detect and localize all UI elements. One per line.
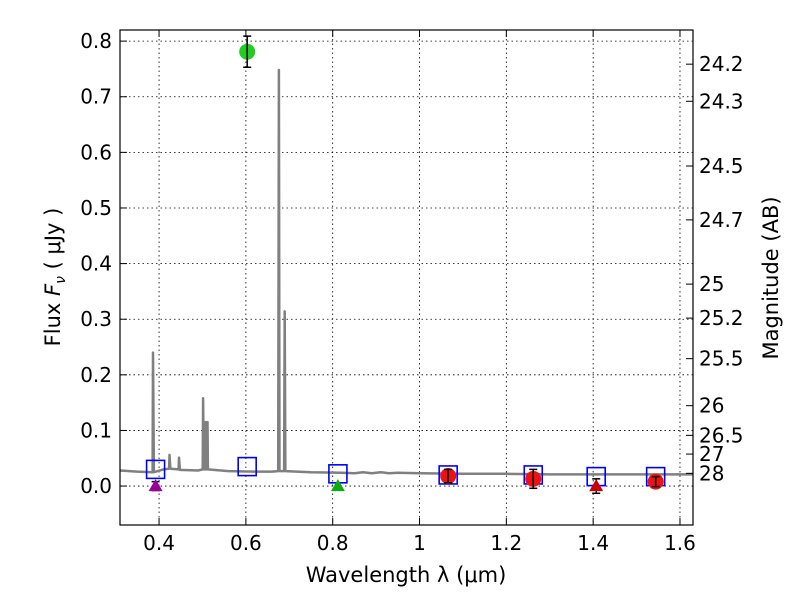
observed-points [148, 35, 664, 495]
model-spectrum [119, 68, 693, 476]
y-tick-label: 0.7 [80, 85, 112, 109]
y-tick-label: 0.8 [80, 29, 112, 53]
mag-tick-label: 27 [699, 442, 724, 466]
model-spectrum-line [119, 68, 693, 476]
x-tick-label: 1.6 [664, 531, 696, 555]
mag-tick-label: 24.3 [699, 89, 744, 113]
x-tick-label: 0.6 [230, 531, 262, 555]
y-tick-label: 0.2 [80, 363, 112, 387]
upper-limit-triangle [330, 479, 345, 492]
y-tick-label: 0.0 [80, 474, 112, 498]
y-tick-label: 0.3 [80, 307, 112, 331]
upper-limit-triangle [589, 479, 604, 492]
y-tick-label: 0.4 [80, 252, 112, 276]
mag-tick-label: 25 [699, 272, 724, 296]
upper-limit-triangle [148, 479, 163, 492]
mag-tick-label: 25.5 [699, 347, 744, 371]
y-tick-label: 0.6 [80, 140, 112, 164]
tick-labels: 0.4 0.6 0.8 1 1.2 1.4 1.6 0.0 0.1 0.2 0.3 0.4 0.5 0.6… [80, 29, 743, 555]
x-tick-label: 1 [413, 531, 426, 555]
mag-tick-label: 24.2 [699, 52, 744, 76]
y-label-subscript: ν [53, 276, 69, 284]
y-tick-label: 0.5 [80, 196, 112, 220]
right-axis-label: Magnitude (AB) [759, 196, 783, 359]
y-axis-label: Flux Fν ( μJy ) [41, 208, 69, 347]
x-axis-label: Wavelength λ (μm) [306, 563, 507, 587]
model-photometry-square [145, 459, 166, 480]
y-tick-label: 0.1 [80, 418, 112, 442]
mag-tick-label: 26.5 [699, 423, 744, 447]
y-label-pre: Flux [41, 296, 65, 346]
model-photometry-square [237, 456, 257, 477]
x-tick-label: 0.8 [317, 531, 349, 555]
model-photometry [145, 456, 666, 487]
mag-tick-label: 26 [699, 394, 724, 418]
plot-frame [119, 29, 694, 526]
x-tick-label: 1.2 [490, 531, 522, 555]
mag-tick-label: 28 [699, 461, 724, 485]
x-tick-label: 0.4 [143, 531, 175, 555]
mag-tick-label: 24.7 [699, 208, 744, 232]
mag-tick-label: 25.2 [699, 306, 744, 330]
mag-tick-label: 24.5 [699, 154, 744, 178]
y-label-symbol: F [41, 283, 65, 296]
y-label-post: ( μJy ) [41, 208, 65, 276]
ticks [120, 30, 693, 525]
x-tick-label: 1.4 [577, 531, 609, 555]
